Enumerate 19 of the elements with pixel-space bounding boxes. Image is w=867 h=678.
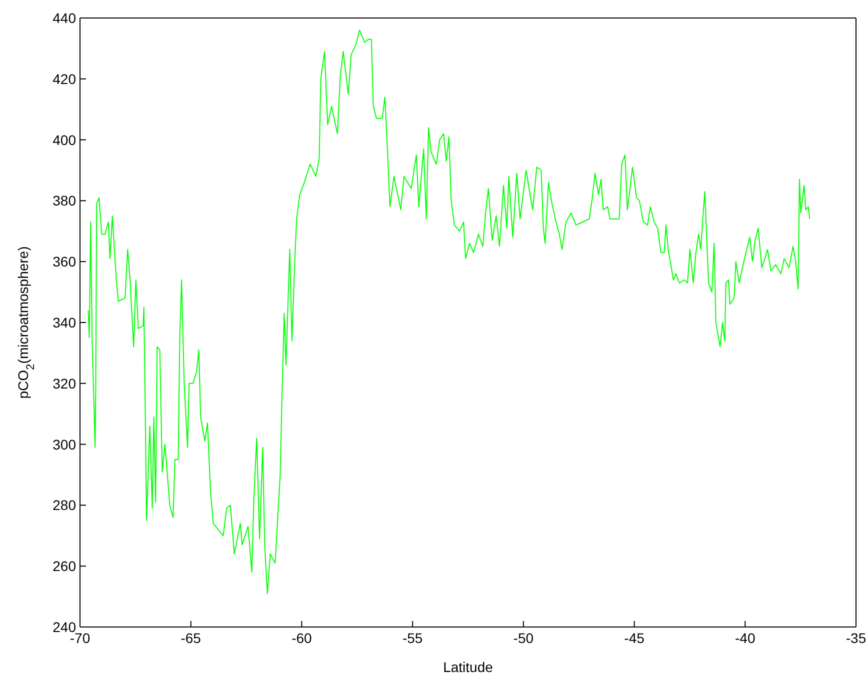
x-tick-label: -60 [292,630,312,646]
x-axis-title: Latitude [443,659,494,675]
x-tick-label: -55 [402,630,423,646]
y-tick-label: 420 [52,70,76,87]
y-tick-label: 300 [52,436,76,452]
y-tick-label: 400 [52,132,76,148]
y-tick-label: 440 [52,10,76,26]
y-tick-label: 380 [52,192,76,209]
y-tick-label: 360 [52,254,76,270]
x-tick-label: -40 [735,630,756,646]
x-tick-label: -35 [846,630,866,646]
y-tick-label: 320 [52,375,76,392]
x-tick-label: -45 [624,630,645,646]
y-tick-label: 260 [52,558,76,574]
x-tick-label: -65 [180,630,202,646]
line-series [88,30,810,594]
y-tick-label: 280 [52,497,76,514]
x-tick-label: -50 [513,630,534,646]
y-tick-label: 340 [52,314,76,330]
